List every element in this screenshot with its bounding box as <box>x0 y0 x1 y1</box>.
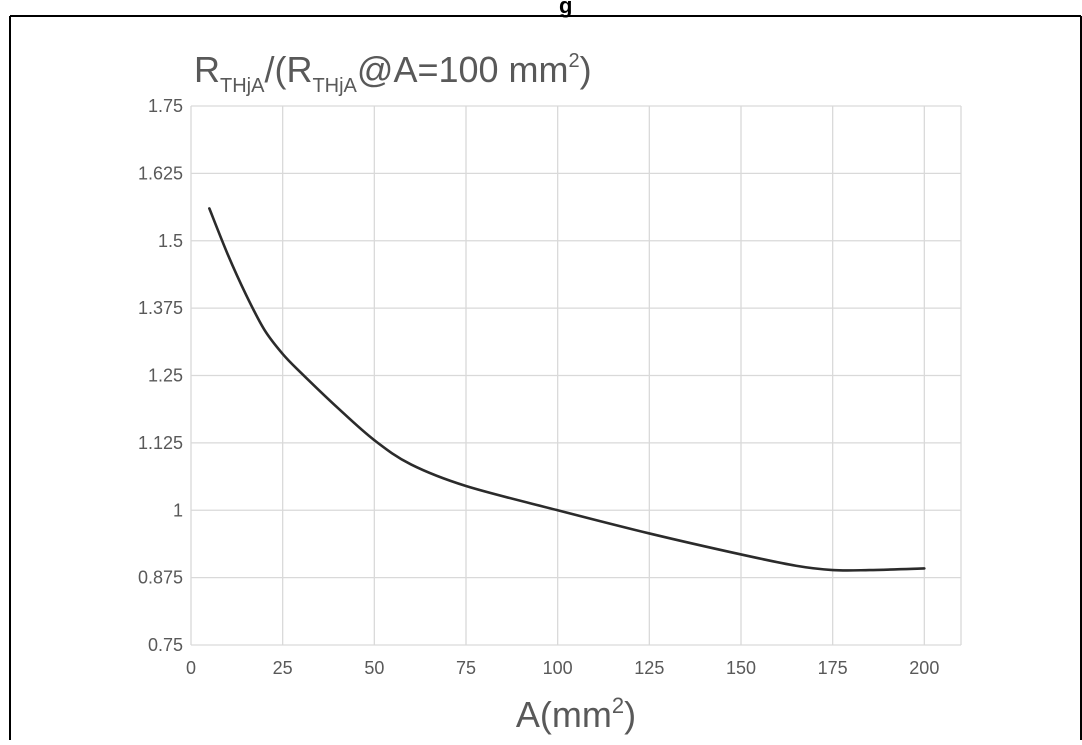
page-header-fragment: g <box>559 0 572 18</box>
y-tick-label: 1.75 <box>148 96 183 116</box>
x-axis-title-end: ) <box>624 694 636 735</box>
y-tick-label: 0.875 <box>138 568 183 588</box>
x-axis-title-sup: 2 <box>612 693 624 718</box>
title-end: ) <box>580 49 592 90</box>
tick-layer: 0.75 0.875 1 1.125 1.25 1.375 1.5 1.625 1.75 0 25 5… <box>138 96 939 678</box>
series-line <box>208 207 926 572</box>
title-sub2: THjA <box>312 75 357 97</box>
x-tick-label: 0 <box>186 658 196 678</box>
title-sup: 2 <box>569 50 580 72</box>
x-axis-title-base: A(mm <box>516 694 612 735</box>
title-mid: /(R <box>264 49 312 90</box>
y-tick-label: 1.5 <box>158 231 183 251</box>
title-sub1: THjA <box>220 75 265 97</box>
grid-layer <box>190 105 962 646</box>
x-tick-label: 100 <box>543 658 573 678</box>
series-layer <box>208 207 926 572</box>
x-tick-label: 25 <box>273 658 293 678</box>
x-tick-label: 50 <box>364 658 384 678</box>
y-tick-label: 1.375 <box>138 298 183 318</box>
x-tick-label: 175 <box>818 658 848 678</box>
y-tick-label: 1.625 <box>138 163 183 183</box>
x-axis-title: A(mm2) <box>516 693 636 735</box>
x-tick-label: 125 <box>634 658 664 678</box>
title-r1: R <box>194 49 220 90</box>
chart-title: RTHjA/(RTHjA@A=100 mm2) <box>194 49 592 97</box>
y-tick-label: 0.75 <box>148 635 183 655</box>
chart-svg: g RTHjA/(RTHjA@A=100 mm2) 0.750.87511.12… <box>9 0 1082 740</box>
x-tick-label: 200 <box>909 658 939 678</box>
x-tick-label: 75 <box>456 658 476 678</box>
y-tick-label: 1.125 <box>138 433 183 453</box>
x-tick-label: 150 <box>726 658 756 678</box>
title-rest: @A=100 mm <box>357 49 569 90</box>
y-tick-label: 1.25 <box>148 366 183 386</box>
y-tick-label: 1 <box>173 500 183 520</box>
chart-frame: g RTHjA/(RTHjA@A=100 mm2) 0.75 0.875 1 1.12… <box>8 0 1082 740</box>
